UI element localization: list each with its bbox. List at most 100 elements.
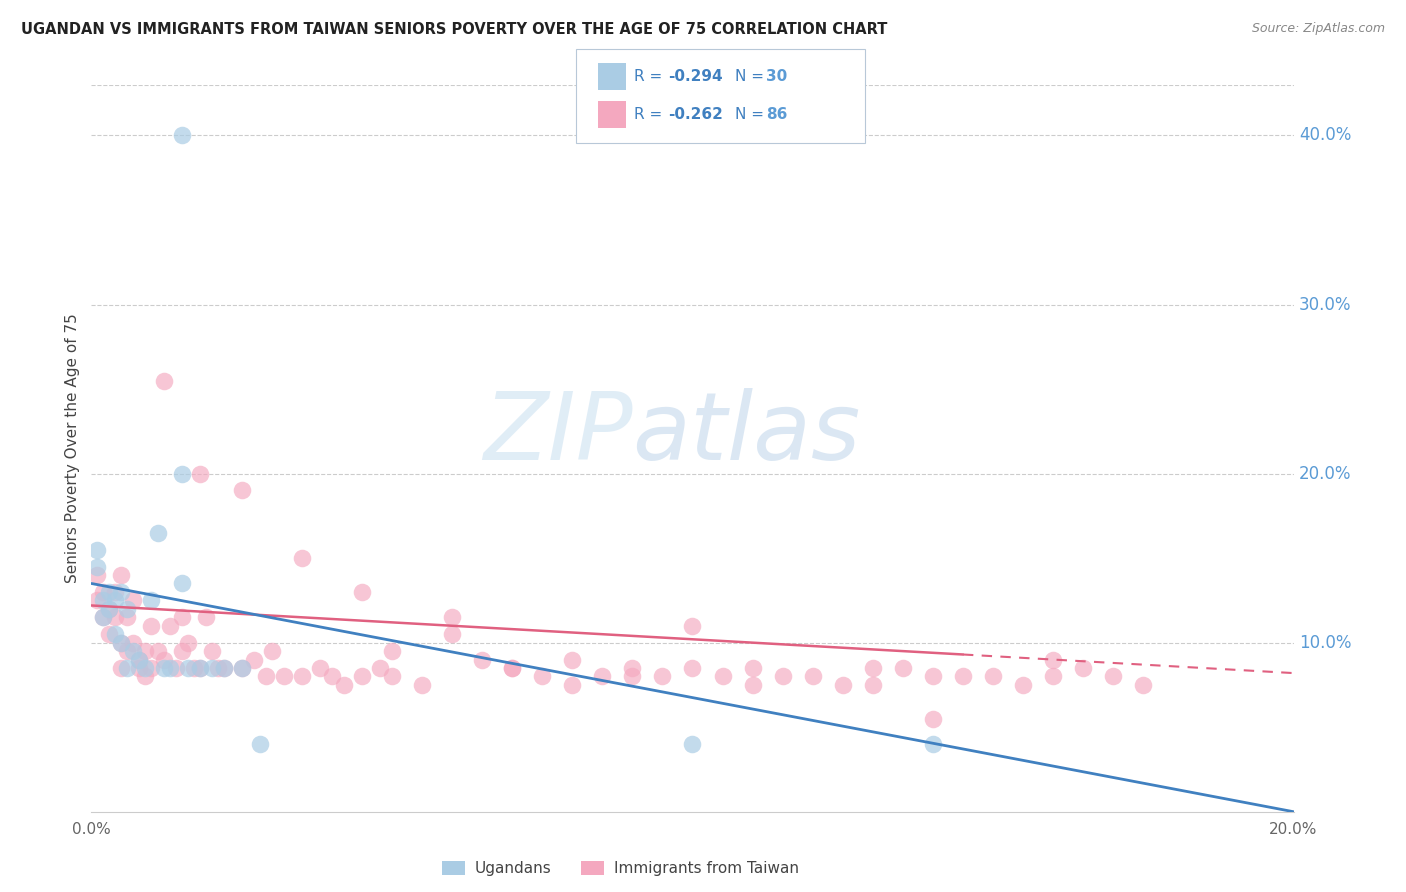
Text: R =: R =: [634, 107, 668, 121]
Point: [561, 652, 583, 666]
Point: [188, 661, 211, 675]
Point: [440, 627, 463, 641]
Point: [1042, 652, 1064, 666]
Point: [98, 585, 121, 599]
Point: [141, 593, 163, 607]
Point: [651, 669, 673, 683]
Point: [1012, 678, 1035, 692]
Point: [350, 585, 373, 599]
Point: [741, 661, 763, 675]
Point: [242, 652, 264, 666]
Point: [231, 661, 253, 675]
Point: [104, 610, 127, 624]
Point: [152, 661, 174, 675]
Point: [134, 661, 156, 675]
Text: N =: N =: [735, 70, 769, 84]
Point: [128, 652, 150, 666]
Point: [291, 669, 314, 683]
Point: [254, 669, 277, 683]
Point: [170, 467, 193, 481]
Point: [122, 635, 145, 649]
Point: [1102, 669, 1125, 683]
Point: [170, 128, 193, 143]
Point: [273, 669, 295, 683]
Point: [170, 576, 193, 591]
Point: [86, 568, 108, 582]
Text: N =: N =: [735, 107, 769, 121]
Point: [952, 669, 974, 683]
Point: [170, 644, 193, 658]
Point: [862, 678, 884, 692]
Point: [159, 619, 181, 633]
Point: [110, 635, 132, 649]
Text: -0.262: -0.262: [668, 107, 723, 121]
Point: [141, 661, 163, 675]
Text: R =: R =: [634, 70, 668, 84]
Point: [1132, 678, 1154, 692]
Point: [86, 542, 108, 557]
Point: [231, 483, 253, 498]
Point: [110, 585, 132, 599]
Point: [176, 635, 198, 649]
Text: UGANDAN VS IMMIGRANTS FROM TAIWAN SENIORS POVERTY OVER THE AGE OF 75 CORRELATION: UGANDAN VS IMMIGRANTS FROM TAIWAN SENIOR…: [21, 22, 887, 37]
Point: [98, 627, 121, 641]
Point: [134, 644, 156, 658]
Point: [117, 610, 139, 624]
Point: [201, 661, 224, 675]
Point: [128, 652, 150, 666]
Point: [681, 661, 703, 675]
Point: [308, 661, 330, 675]
Point: [152, 652, 174, 666]
Point: [98, 602, 121, 616]
Text: Source: ZipAtlas.com: Source: ZipAtlas.com: [1251, 22, 1385, 36]
Point: [134, 669, 156, 683]
Point: [170, 610, 193, 624]
Point: [207, 661, 229, 675]
Point: [122, 644, 145, 658]
Point: [249, 737, 271, 751]
Point: [117, 661, 139, 675]
Point: [93, 610, 115, 624]
Y-axis label: Seniors Poverty Over the Age of 75: Seniors Poverty Over the Age of 75: [65, 313, 80, 583]
Point: [201, 644, 224, 658]
Point: [86, 593, 108, 607]
Point: [104, 627, 127, 641]
Point: [260, 644, 283, 658]
Point: [98, 602, 121, 616]
Point: [93, 585, 115, 599]
Point: [411, 678, 433, 692]
Point: [159, 661, 181, 675]
Point: [922, 737, 945, 751]
Point: [212, 661, 235, 675]
Point: [350, 669, 373, 683]
Point: [321, 669, 343, 683]
Point: [440, 610, 463, 624]
Point: [165, 661, 187, 675]
Point: [86, 559, 108, 574]
Point: [862, 661, 884, 675]
Point: [922, 669, 945, 683]
Point: [368, 661, 391, 675]
Point: [110, 635, 132, 649]
Text: 30: 30: [766, 70, 787, 84]
Text: 30.0%: 30.0%: [1299, 295, 1351, 313]
Point: [117, 644, 139, 658]
Point: [621, 669, 644, 683]
Point: [501, 661, 523, 675]
Point: [146, 525, 169, 540]
Text: 40.0%: 40.0%: [1299, 127, 1351, 145]
Point: [231, 661, 253, 675]
Point: [801, 669, 824, 683]
Point: [471, 652, 494, 666]
Point: [1071, 661, 1094, 675]
Point: [104, 585, 127, 599]
Point: [531, 669, 554, 683]
Text: -0.294: -0.294: [668, 70, 723, 84]
Point: [381, 669, 404, 683]
Point: [93, 610, 115, 624]
Text: 20.0%: 20.0%: [1299, 465, 1351, 483]
Point: [381, 644, 404, 658]
Point: [831, 678, 853, 692]
Text: 10.0%: 10.0%: [1299, 633, 1351, 652]
Point: [141, 619, 163, 633]
